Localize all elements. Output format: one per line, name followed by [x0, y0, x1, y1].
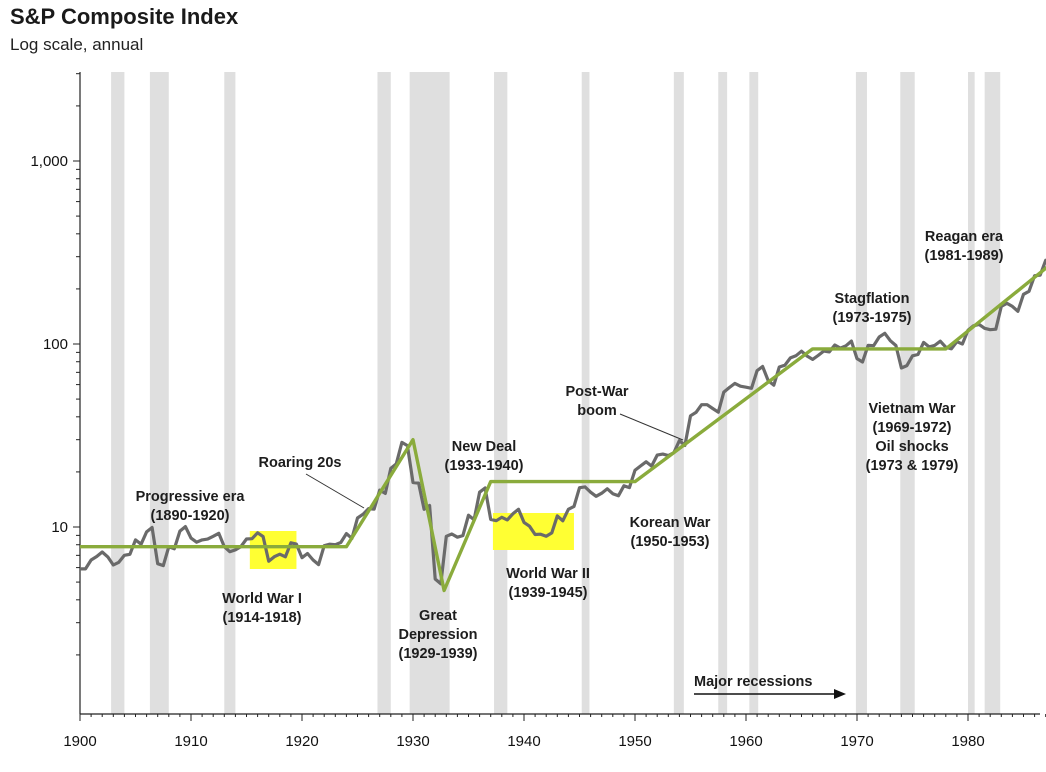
- recession-band: [968, 72, 975, 714]
- x-tick-label: 1950: [618, 733, 651, 750]
- recession-band: [149, 72, 169, 714]
- recession-band: [900, 72, 915, 714]
- annotation-great-depression: Great Depression (1929-1939): [399, 608, 478, 662]
- annotation-vietnam-oil-shocks: Vietnam War (1969-1972) Oil shocks (1973 & …: [866, 401, 959, 474]
- annotation-progressive-era: Progressive era (1890-1920): [136, 489, 246, 524]
- leader-line-roaring-20s: [305, 473, 365, 509]
- recession-band: [224, 72, 236, 714]
- recession-band: [494, 72, 508, 714]
- annotation-reagan-era: Reagan era (1981-1989): [925, 229, 1005, 264]
- chart-subtitle: Log scale, annual: [10, 35, 144, 54]
- trend-line: [80, 265, 1046, 593]
- recession-legend-arrow-head: [834, 689, 846, 699]
- recession-band: [111, 72, 125, 714]
- annotation-roaring-20s: Roaring 20s: [259, 455, 342, 471]
- x-tick-label: 1920: [285, 733, 318, 750]
- recession-band: [581, 72, 590, 714]
- recession-band: [409, 72, 450, 714]
- recession-band: [377, 72, 391, 714]
- recession-band: [673, 72, 684, 714]
- y-tick-label: 1,000: [30, 153, 68, 170]
- x-tick-label: 1980: [951, 733, 984, 750]
- x-tick-label: 1960: [729, 733, 762, 750]
- annotation-korean-war: Korean War (1950-1953): [630, 515, 711, 550]
- x-tick-label: 1930: [396, 733, 429, 750]
- chart-title: S&P Composite Index: [10, 4, 239, 29]
- annotation-new-deal: New Deal (1933-1940): [445, 439, 524, 474]
- annotation-world-war-2: World War II (1939-1945): [506, 566, 590, 601]
- recession-band: [855, 72, 867, 714]
- annotation-world-war-1: World War I (1914-1918): [222, 591, 302, 626]
- y-tick-label: 10: [51, 519, 68, 536]
- recession-band: [984, 72, 1001, 714]
- leader-line-post-war: [619, 413, 684, 441]
- x-tick-label: 1910: [174, 733, 207, 750]
- annotation-post-war-boom: Post-War boom: [565, 384, 628, 419]
- x-tick-label: 1970: [840, 733, 873, 750]
- x-tick-label: 1900: [63, 733, 96, 750]
- annotation-stagflation: Stagflation (1973-1975): [833, 291, 912, 326]
- y-tick-label: 100: [43, 336, 68, 353]
- x-tick-label: 1940: [507, 733, 540, 750]
- recession-legend-label: Major recessions: [694, 674, 812, 690]
